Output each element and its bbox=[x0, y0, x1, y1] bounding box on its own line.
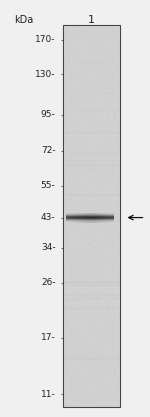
Text: 55-: 55- bbox=[41, 181, 56, 190]
Text: 72-: 72- bbox=[41, 146, 56, 156]
Text: 26-: 26- bbox=[41, 278, 56, 287]
Text: 95-: 95- bbox=[41, 111, 56, 119]
Text: kDa: kDa bbox=[14, 15, 34, 25]
Text: 43-: 43- bbox=[41, 213, 56, 222]
Text: 17-: 17- bbox=[41, 333, 56, 342]
Text: 1: 1 bbox=[88, 15, 95, 25]
Text: 130-: 130- bbox=[35, 70, 56, 79]
Text: 170-: 170- bbox=[35, 35, 56, 44]
Bar bbox=[63, 25, 120, 407]
Text: 34-: 34- bbox=[41, 244, 56, 252]
Text: 11-: 11- bbox=[41, 389, 56, 399]
